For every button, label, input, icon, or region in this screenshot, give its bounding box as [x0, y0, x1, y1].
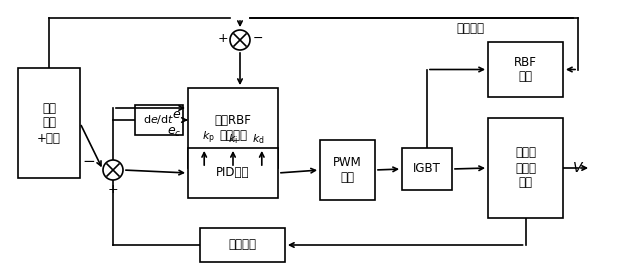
Circle shape: [103, 160, 123, 180]
Circle shape: [230, 30, 250, 50]
Text: PWM
输出: PWM 输出: [333, 156, 362, 184]
Text: −: −: [253, 32, 264, 45]
Text: IGBT: IGBT: [413, 163, 441, 175]
Text: $k_{\rm d}$: $k_{\rm d}$: [252, 132, 264, 146]
Text: −: −: [83, 155, 95, 169]
Text: 给定
位移
+电流: 给定 位移 +电流: [37, 101, 61, 144]
Bar: [18, 68, 80, 178]
Text: $e_c$: $e_c$: [166, 125, 181, 139]
Bar: [320, 140, 375, 200]
Text: $V$: $V$: [572, 161, 584, 175]
Text: 位移检测: 位移检测: [228, 238, 257, 252]
Bar: [188, 88, 278, 168]
Text: PID控制: PID控制: [216, 166, 250, 180]
Text: $k_{\rm p}$: $k_{\rm p}$: [202, 130, 214, 146]
Bar: [188, 148, 278, 198]
Bar: [488, 42, 563, 97]
Text: $e$: $e$: [172, 109, 181, 122]
Text: d$e$/d$t$: d$e$/d$t$: [143, 114, 175, 126]
Bar: [488, 118, 563, 218]
Text: 模糊RBF
神经网络: 模糊RBF 神经网络: [214, 114, 252, 142]
Text: +: +: [218, 32, 228, 45]
Text: $k_{\rm i}$: $k_{\rm i}$: [228, 132, 238, 146]
Text: 电流反馈: 电流反馈: [456, 21, 484, 34]
Text: RBF
辨识: RBF 辨识: [514, 56, 537, 84]
Bar: [135, 105, 183, 135]
Bar: [402, 148, 452, 190]
Bar: [200, 228, 285, 262]
Text: +: +: [108, 183, 118, 196]
Text: 真空开
关永磁
机构: 真空开 关永磁 机构: [515, 147, 536, 189]
